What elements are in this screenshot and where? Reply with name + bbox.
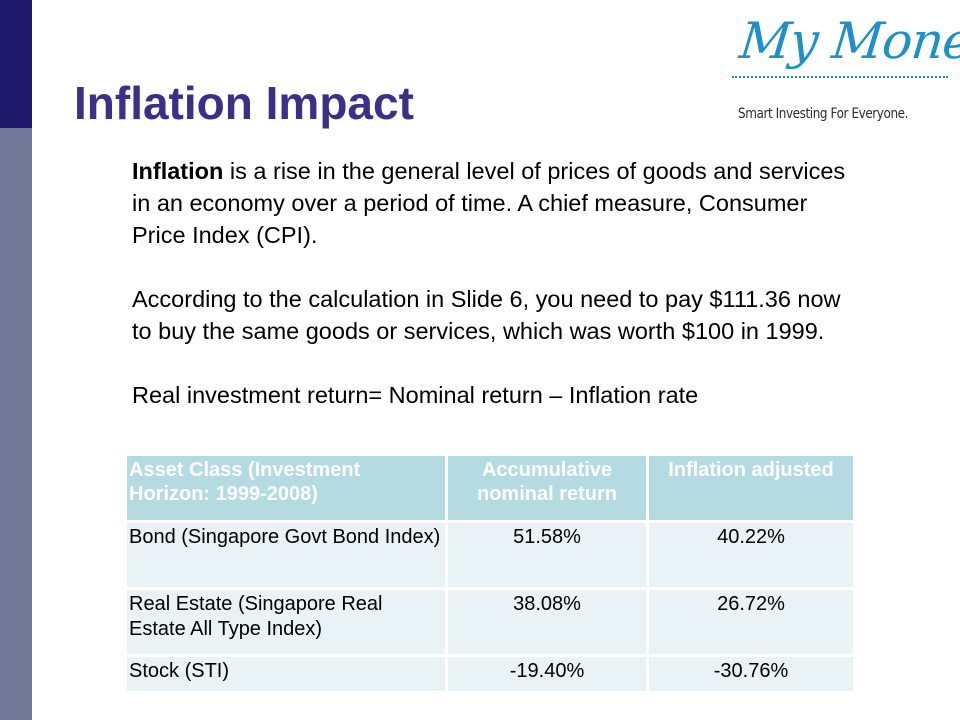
- cell-nominal: 38.08%: [448, 590, 646, 654]
- logo-script-text: My Money: [736, 12, 960, 70]
- paragraph-formula: Real investment return= Nominal return –…: [132, 382, 699, 408]
- table-row: Stock (STI) -19.40% -30.76%: [127, 657, 853, 691]
- side-accent-bar-top: [0, 0, 32, 128]
- header-asset-class: Asset Class (Investment Horizon: 1999-20…: [127, 456, 445, 520]
- brand-logo: My Money Smart Investing For Everyone.: [726, 10, 960, 128]
- table-header-row: Asset Class (Investment Horizon: 1999-20…: [127, 456, 853, 520]
- cell-adjusted: 26.72%: [649, 590, 853, 654]
- cell-adjusted: 40.22%: [649, 523, 853, 587]
- table-row: Real Estate (Singapore Real Estate All T…: [127, 590, 853, 654]
- returns-table: Asset Class (Investment Horizon: 1999-20…: [124, 453, 856, 694]
- definition-text: is a rise in the general level of prices…: [132, 158, 846, 248]
- side-accent-bar-bottom: [0, 128, 32, 720]
- logo-dotted-rule: [732, 76, 948, 78]
- slide-body: Inflation is a rise in the general level…: [132, 155, 852, 411]
- term-inflation: Inflation: [132, 158, 224, 184]
- header-nominal-return: Accumulative nominal return: [448, 456, 646, 520]
- table-row: Bond (Singapore Govt Bond Index) 51.58% …: [127, 523, 853, 587]
- paragraph-calculation: According to the calculation in Slide 6,…: [132, 286, 841, 344]
- cell-asset: Real Estate (Singapore Real Estate All T…: [127, 590, 445, 654]
- cell-adjusted: -30.76%: [649, 657, 853, 691]
- cell-nominal: -19.40%: [448, 657, 646, 691]
- header-inflation-adjusted: Inflation adjusted: [649, 456, 853, 520]
- paragraph-definition: Inflation is a rise in the general level…: [132, 155, 852, 251]
- logo-tagline: Smart Investing For Everyone.: [738, 106, 909, 122]
- cell-asset: Bond (Singapore Govt Bond Index): [127, 523, 445, 587]
- cell-asset: Stock (STI): [127, 657, 445, 691]
- slide-title: Inflation Impact: [74, 77, 414, 129]
- cell-nominal: 51.58%: [448, 523, 646, 587]
